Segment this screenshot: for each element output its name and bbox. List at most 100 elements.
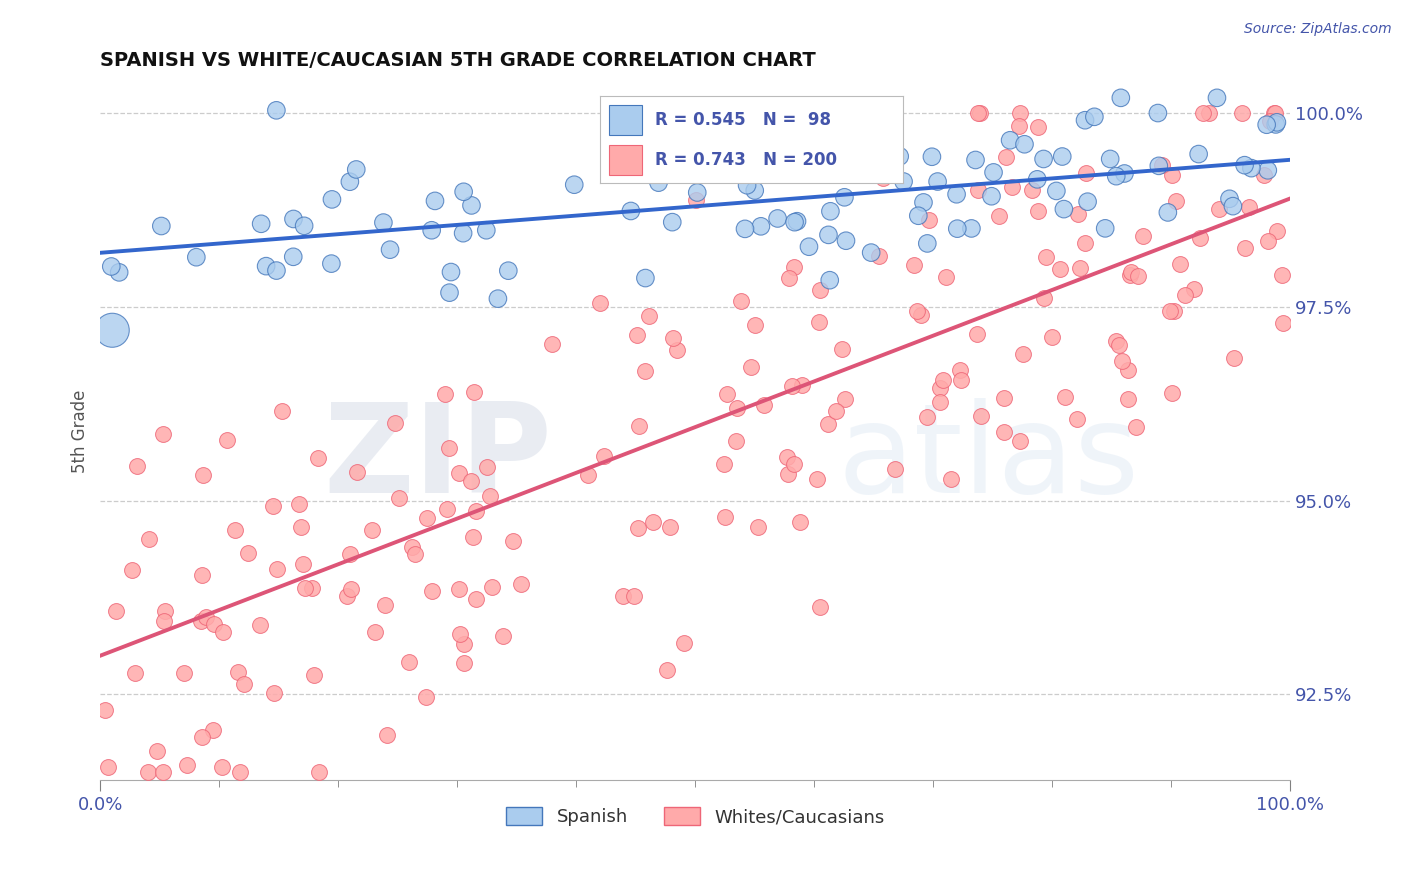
- Point: [808, 599, 831, 614]
- Point: [364, 624, 387, 639]
- Point: [928, 381, 950, 395]
- Point: [1074, 236, 1097, 251]
- Point: [229, 764, 252, 779]
- Point: [415, 690, 437, 705]
- Point: [101, 323, 124, 337]
- Point: [186, 250, 208, 264]
- Point: [152, 426, 174, 441]
- Point: [907, 209, 929, 223]
- Point: [1033, 291, 1056, 305]
- Point: [346, 465, 368, 479]
- Point: [1152, 158, 1174, 172]
- Point: [834, 190, 856, 204]
- Point: [1125, 419, 1147, 434]
- Point: [713, 457, 735, 471]
- Point: [967, 106, 990, 120]
- Point: [449, 627, 471, 641]
- Point: [1132, 229, 1154, 244]
- Point: [1239, 200, 1261, 214]
- Point: [336, 589, 359, 603]
- Point: [288, 497, 311, 511]
- Text: SPANISH VS WHITE/CAUCASIAN 5TH GRADE CORRELATION CHART: SPANISH VS WHITE/CAUCASIAN 5TH GRADE COR…: [100, 51, 815, 70]
- Point: [817, 417, 839, 431]
- Point: [475, 223, 498, 237]
- Point: [321, 193, 343, 207]
- Point: [1049, 261, 1071, 276]
- Point: [1116, 362, 1139, 376]
- Point: [387, 491, 409, 506]
- Point: [879, 140, 901, 154]
- Point: [831, 342, 853, 356]
- Point: [136, 764, 159, 779]
- Point: [655, 663, 678, 677]
- Point: [1198, 106, 1220, 120]
- Point: [373, 216, 395, 230]
- Point: [226, 665, 249, 680]
- Text: ZIP: ZIP: [323, 399, 553, 519]
- Point: [1263, 106, 1285, 120]
- Point: [634, 271, 657, 285]
- Point: [420, 223, 443, 237]
- Point: [217, 433, 239, 447]
- Text: Source: ZipAtlas.com: Source: ZipAtlas.com: [1244, 22, 1392, 37]
- Point: [949, 373, 972, 387]
- Point: [735, 178, 758, 193]
- Point: [995, 150, 1018, 164]
- Point: [308, 764, 330, 779]
- Point: [439, 285, 461, 300]
- Point: [404, 547, 426, 561]
- Point: [960, 221, 983, 235]
- Point: [884, 462, 907, 476]
- Point: [1168, 257, 1191, 271]
- Point: [153, 614, 176, 628]
- Point: [970, 409, 993, 423]
- Point: [1094, 221, 1116, 235]
- Point: [673, 636, 696, 650]
- Point: [1001, 179, 1024, 194]
- Point: [266, 562, 288, 576]
- Point: [423, 194, 446, 208]
- Point: [834, 392, 856, 406]
- Point: [93, 703, 115, 717]
- Point: [931, 373, 953, 387]
- Point: [1111, 354, 1133, 368]
- Point: [747, 520, 769, 534]
- Point: [339, 547, 361, 561]
- Point: [714, 509, 737, 524]
- Point: [626, 327, 648, 342]
- Point: [1160, 169, 1182, 183]
- Point: [1257, 234, 1279, 248]
- Point: [307, 450, 329, 465]
- Point: [918, 213, 941, 227]
- Point: [824, 404, 846, 418]
- Point: [1233, 158, 1256, 172]
- Point: [541, 336, 564, 351]
- Point: [384, 416, 406, 430]
- Point: [967, 183, 990, 197]
- Point: [486, 292, 509, 306]
- Point: [779, 144, 801, 158]
- Point: [927, 175, 949, 189]
- Point: [965, 153, 987, 167]
- Point: [294, 582, 316, 596]
- Point: [492, 629, 515, 643]
- Point: [1258, 113, 1281, 128]
- Point: [1256, 118, 1278, 132]
- Point: [1192, 106, 1215, 120]
- Point: [416, 511, 439, 525]
- Point: [105, 604, 128, 618]
- Point: [628, 419, 651, 434]
- Point: [224, 523, 246, 537]
- Point: [941, 472, 963, 486]
- Point: [1105, 169, 1128, 183]
- Point: [453, 185, 475, 199]
- Point: [893, 175, 915, 189]
- Point: [1021, 183, 1043, 197]
- Point: [283, 250, 305, 264]
- Point: [340, 582, 363, 596]
- Point: [838, 147, 860, 161]
- Point: [1253, 169, 1275, 183]
- Point: [1069, 260, 1091, 275]
- Point: [236, 546, 259, 560]
- Point: [623, 589, 645, 603]
